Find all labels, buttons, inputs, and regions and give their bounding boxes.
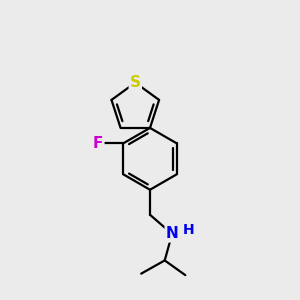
Text: F: F: [93, 136, 104, 151]
Text: N: N: [166, 226, 178, 242]
Text: S: S: [130, 75, 141, 90]
Text: H: H: [182, 224, 194, 237]
